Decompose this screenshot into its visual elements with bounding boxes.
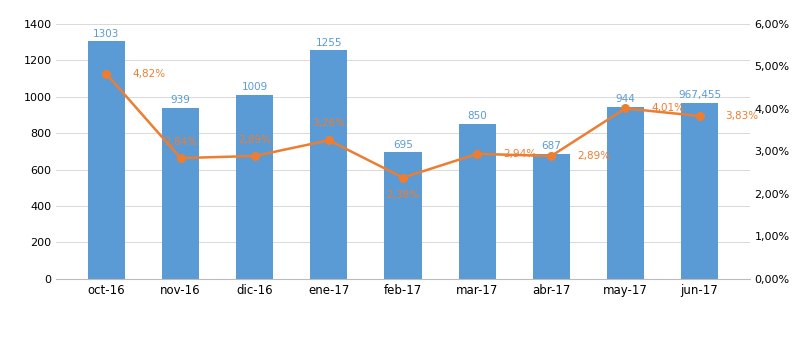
Bar xyxy=(236,95,273,279)
Bar xyxy=(681,103,718,279)
Text: 3,83%: 3,83% xyxy=(725,111,758,121)
Text: 850: 850 xyxy=(467,112,487,121)
Bar xyxy=(310,50,347,279)
Text: 967,455: 967,455 xyxy=(678,90,721,100)
Text: 687: 687 xyxy=(542,141,561,151)
Text: 3,26%: 3,26% xyxy=(312,118,346,128)
Text: 4,01%: 4,01% xyxy=(651,103,684,113)
Bar xyxy=(533,154,570,279)
Text: 1303: 1303 xyxy=(93,29,119,39)
Text: 2,89%: 2,89% xyxy=(577,151,610,161)
Text: 2,94%: 2,94% xyxy=(503,149,536,159)
Text: 944: 944 xyxy=(616,94,635,104)
Text: 2,38%: 2,38% xyxy=(386,190,420,200)
Text: 1009: 1009 xyxy=(242,83,268,92)
Legend: Volumen MIBGAS (GWh), Volumen MIBGAS como % demanda total (eje dcho.): Volumen MIBGAS (GWh), Volumen MIBGAS com… xyxy=(156,336,650,340)
Text: 2,89%: 2,89% xyxy=(238,135,272,146)
Text: 939: 939 xyxy=(171,95,190,105)
Text: 695: 695 xyxy=(393,140,413,150)
Bar xyxy=(162,108,199,279)
Bar xyxy=(607,107,644,279)
Bar xyxy=(459,124,496,279)
Bar xyxy=(88,41,125,279)
Text: 4,82%: 4,82% xyxy=(132,69,165,79)
Bar xyxy=(384,152,422,279)
Text: 2,84%: 2,84% xyxy=(164,137,197,148)
Text: 1255: 1255 xyxy=(316,38,342,48)
